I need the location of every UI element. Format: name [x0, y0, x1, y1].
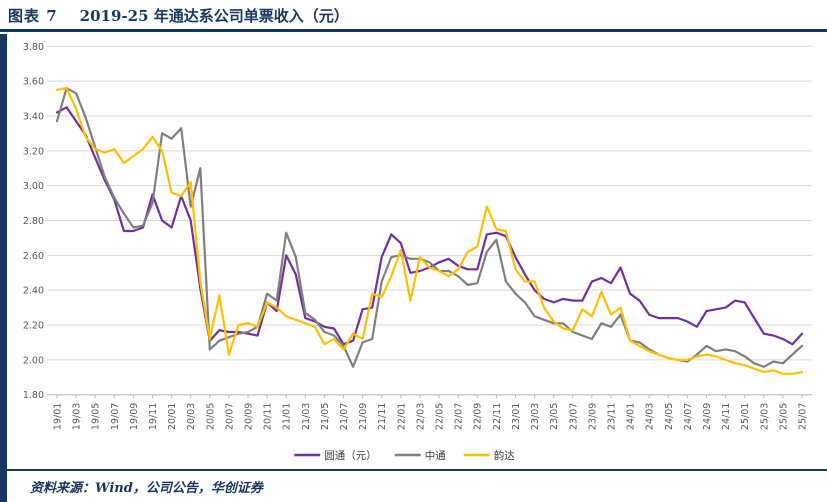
legend-label: 中通 — [425, 449, 446, 462]
accent-left-bar — [0, 34, 7, 502]
x-tick-label: 24/11 — [721, 403, 732, 430]
x-tick-label: 19/09 — [129, 403, 140, 430]
x-tick-label: 22/03 — [415, 403, 426, 430]
line-chart: 1.80 2.00 2.20 2.40 2.60 2.80 3.00 3.20 3.40 3.60… — [23, 42, 812, 462]
x-tick-label: 21/01 — [282, 403, 293, 430]
x-tick-label: 23/01 — [511, 403, 522, 430]
x-tick-label: 25/03 — [759, 403, 770, 430]
x-tick-label: 24/01 — [626, 403, 637, 430]
y-tick-label: 2.80 — [23, 216, 44, 227]
x-tick-label: 20/11 — [263, 403, 274, 430]
chart-legend: 圆通（元） 中通 韵达 — [294, 449, 515, 462]
x-tick-label: 23/11 — [606, 403, 617, 430]
x-tick-label: 19/03 — [72, 403, 83, 430]
x-axis-labels: 19/01 19/03 19/05 19/07 19/09 19/11 20/01 20/03… — [53, 403, 809, 430]
legend-item-0: 圆通（元） — [294, 450, 377, 462]
series-line-0 — [55, 106, 804, 346]
chart-area: 1.80 2.00 2.20 2.40 2.60 2.80 3.00 3.20 3.40 3.60… — [0, 36, 827, 468]
series-line-2 — [55, 86, 804, 375]
x-tick-label: 21/07 — [339, 403, 350, 430]
x-tick-label: 24/05 — [664, 403, 675, 430]
x-tick-label: 19/11 — [148, 403, 159, 430]
y-tick-label: 1.80 — [23, 390, 44, 401]
x-tick-label: 24/09 — [702, 403, 713, 430]
x-tick-label: 24/07 — [683, 403, 694, 430]
x-tick-label: 23/05 — [549, 403, 560, 430]
y-tick-label: 2.60 — [23, 251, 44, 262]
x-tick-label: 22/05 — [435, 403, 446, 430]
x-tick-label: 22/11 — [492, 403, 503, 430]
title-divider — [0, 29, 827, 32]
x-tick-label: 25/07 — [798, 403, 809, 430]
x-tick-label: 19/01 — [53, 403, 64, 430]
x-tick-label: 23/09 — [587, 403, 598, 430]
y-tick-label: 3.80 — [23, 42, 44, 53]
x-tick-label: 21/09 — [358, 403, 369, 430]
x-tick-label: 21/03 — [301, 403, 312, 430]
x-tick-label: 21/05 — [320, 403, 331, 430]
x-tick-label: 24/03 — [645, 403, 656, 430]
x-tick-label: 22/09 — [473, 403, 484, 430]
figure-title: 2019-25 年通达系公司单票收入（元） — [79, 7, 349, 25]
legend-label: 圆通（元） — [324, 450, 377, 462]
y-tick-label: 2.40 — [23, 286, 44, 297]
y-tick-label: 3.40 — [23, 111, 44, 122]
x-tick-label: 19/05 — [91, 403, 102, 430]
legend-label: 韵达 — [494, 449, 515, 462]
x-tick-label: 25/01 — [740, 403, 751, 430]
legend-item-1: 中通 — [394, 449, 446, 462]
figure-caption: 图表 7 2019-25 年通达系公司单票收入（元） — [0, 0, 827, 28]
y-tick-label: 2.00 — [23, 355, 44, 366]
x-tick-label: 25/05 — [778, 403, 789, 430]
x-tick-label: 19/07 — [110, 403, 121, 430]
y-tick-label: 3.00 — [23, 181, 44, 192]
x-tick-label: 21/11 — [377, 403, 388, 430]
x-tick-label: 20/07 — [224, 403, 235, 430]
x-axis — [47, 394, 812, 399]
y-tick-label: 3.20 — [23, 146, 44, 157]
x-tick-label: 23/03 — [530, 403, 541, 430]
x-tick-label: 20/03 — [186, 403, 197, 430]
x-tick-label: 20/09 — [244, 403, 255, 430]
x-tick-label: 20/05 — [205, 403, 216, 430]
y-tick-label: 3.60 — [23, 77, 44, 88]
y-axis-labels: 1.80 2.00 2.20 2.40 2.60 2.80 3.00 3.20 3.40 3.60… — [23, 42, 44, 401]
x-tick-label: 22/07 — [454, 403, 465, 430]
figure-source: 资料来源：Wind，公司公告，华创证券 — [30, 481, 263, 496]
figure-number: 图表 7 — [8, 7, 58, 25]
y-tick-label: 2.20 — [23, 321, 44, 332]
x-tick-label: 23/07 — [568, 403, 579, 430]
x-tick-label: 20/01 — [167, 403, 178, 430]
source-divider — [0, 469, 827, 471]
x-tick-label: 22/01 — [396, 403, 407, 430]
legend-item-2: 韵达 — [463, 449, 515, 462]
